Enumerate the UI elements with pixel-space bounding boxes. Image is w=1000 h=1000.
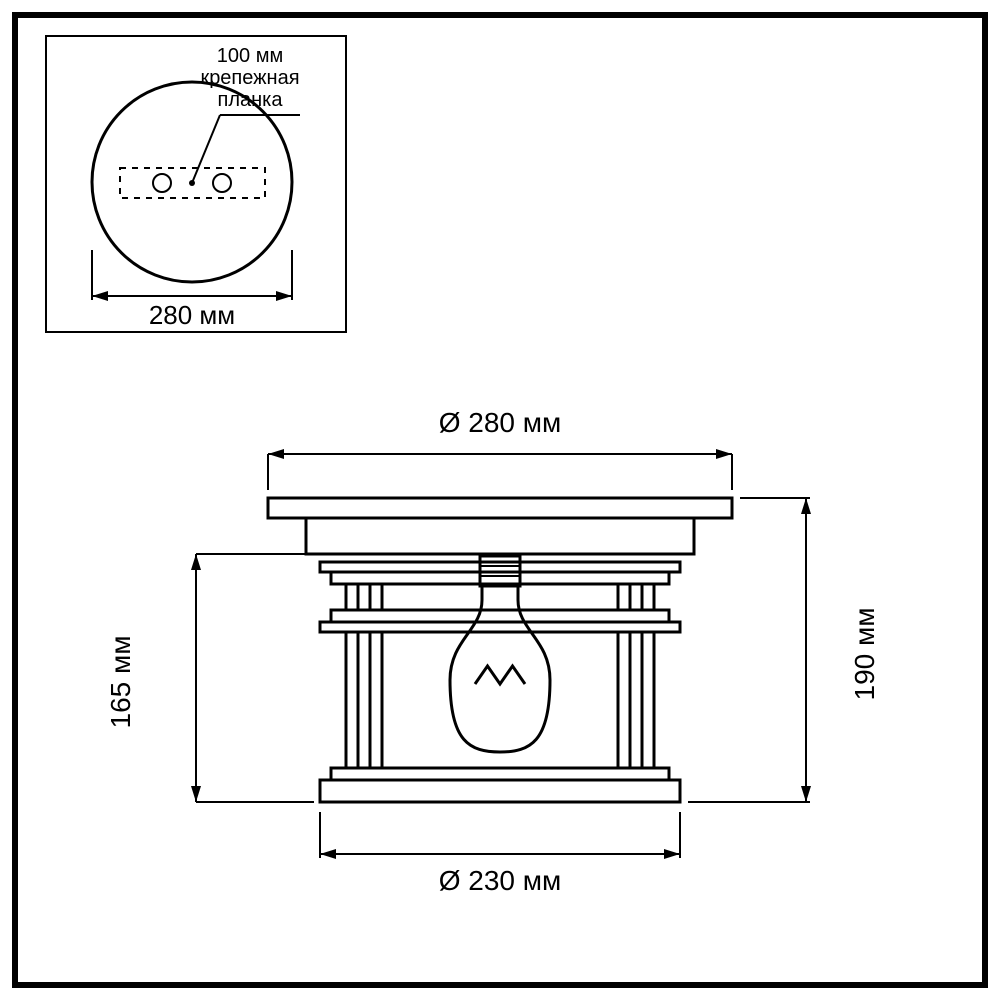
main-side-view: Ø 280 мм Ø 230 мм 165 мм 190 мм bbox=[105, 407, 880, 896]
svg-text:Ø 230 мм: Ø 230 мм bbox=[439, 865, 562, 896]
svg-text:Ø 280 мм: Ø 280 мм bbox=[439, 407, 562, 438]
inset-top-view: 100 ммкрепежнаяпланка 280 мм bbox=[46, 36, 346, 332]
svg-text:280 мм: 280 мм bbox=[149, 300, 235, 330]
svg-text:планка: планка bbox=[218, 89, 284, 111]
svg-text:крепежная: крепежная bbox=[200, 67, 299, 89]
technical-drawing: 100 ммкрепежнаяпланка 280 мм Ø 280 мм Ø 230… bbox=[0, 0, 1000, 1000]
svg-text:100 мм: 100 мм bbox=[217, 45, 283, 67]
svg-text:165 мм: 165 мм bbox=[105, 636, 136, 729]
svg-text:190 мм: 190 мм bbox=[849, 608, 880, 701]
